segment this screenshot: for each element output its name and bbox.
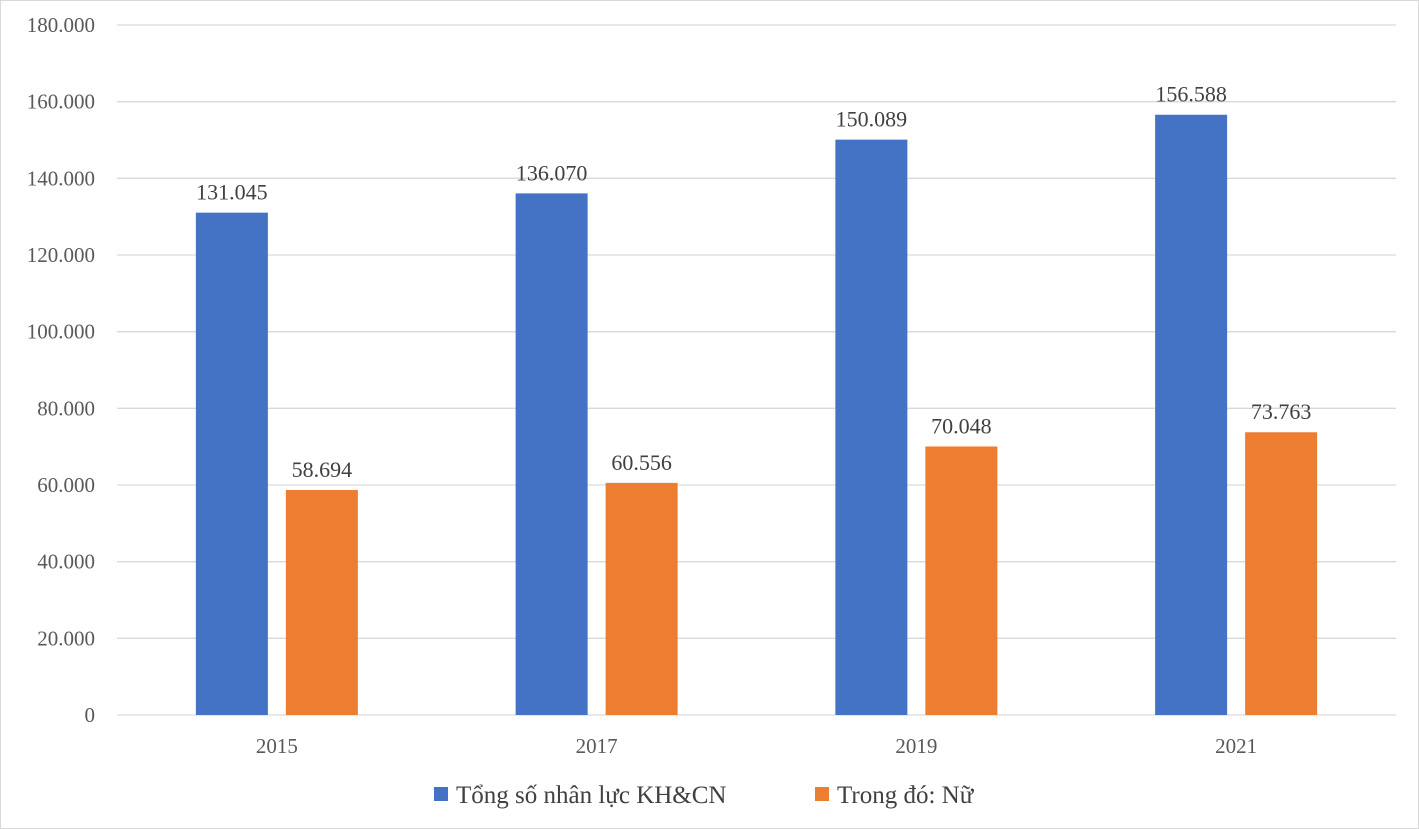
data-label-total-2015: 131.045 [196,180,268,205]
data-label-female-2019: 70.048 [931,413,992,438]
bars [195,114,1318,716]
legend-label-female: Trong đó: Nữ [837,782,975,809]
data-label-total-2021: 156.588 [1155,82,1227,107]
bar-total-2021 [1155,114,1228,716]
bar-total-2015 [195,212,268,715]
legend-swatch-female [815,787,829,801]
x-tick-label-2017: 2017 [576,734,618,758]
bar-female-2019 [925,446,998,715]
y-tick-label: 180.000 [27,13,95,37]
legend: Tổng số nhân lực KH&CN Trong đó: Nữ [434,782,975,809]
bar-data-labels: 131.045 58.694 136.070 60.556 150.089 70.048 1… [196,82,1311,482]
x-axis-tick-labels: 2015 2017 2019 2021 [256,734,1257,758]
data-label-female-2015: 58.694 [292,457,353,482]
bar-total-2017 [515,193,588,716]
y-tick-label: 140.000 [27,166,95,190]
bar-female-2021 [1245,432,1318,715]
y-tick-label: 20.000 [37,626,95,650]
legend-swatch-total [434,787,448,801]
x-tick-label-2021: 2021 [1215,734,1257,758]
data-label-total-2017: 136.070 [516,160,588,185]
data-label-female-2017: 60.556 [611,450,672,475]
data-label-total-2019: 150.089 [836,107,908,132]
y-tick-label: 160.000 [27,90,95,114]
y-tick-label: 60.000 [37,473,95,497]
bar-total-2019 [835,139,908,716]
y-tick-label: 100.000 [27,320,95,344]
data-label-female-2021: 73.763 [1251,399,1312,424]
legend-label-total: Tổng số nhân lực KH&CN [456,782,726,809]
x-tick-label-2019: 2019 [895,734,937,758]
y-tick-label: 40.000 [37,550,95,574]
bar-female-2015 [285,490,358,715]
y-axis-tick-labels: 0 20.000 40.000 60.000 80.000 100.000 120.000 1… [27,13,95,727]
y-tick-label: 80.000 [37,396,95,420]
bar-female-2017 [605,482,678,715]
x-tick-label-2015: 2015 [256,734,298,758]
y-tick-label: 120.000 [27,243,95,267]
y-tick-label: 0 [85,703,96,727]
